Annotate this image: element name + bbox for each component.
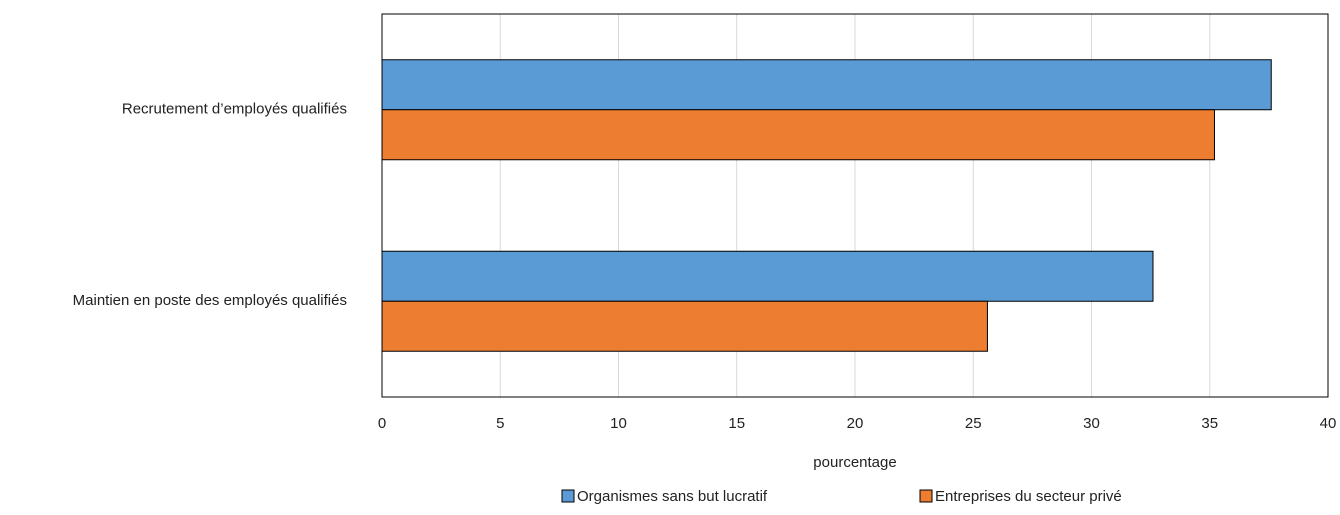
y-tick-label: Maintien en poste des employés qualifiés <box>73 292 347 309</box>
x-tick-label: 0 <box>378 415 386 432</box>
legend-label: Entreprises du secteur privé <box>935 488 1122 505</box>
plot-frame <box>381 13 1329 398</box>
bar <box>381 250 1154 302</box>
x-tick-label: 5 <box>496 415 504 432</box>
x-tick-label: 20 <box>847 415 864 432</box>
x-tick-label: 40 <box>1320 415 1337 432</box>
legend-label: Organismes sans but lucratif <box>577 488 768 505</box>
x-tick-label: 10 <box>610 415 627 432</box>
x-axis-label: pourcentage <box>813 454 896 471</box>
x-tick-label: 35 <box>1201 415 1218 432</box>
x-tick-label: 15 <box>728 415 745 432</box>
legend-swatch <box>919 489 933 503</box>
bar <box>381 109 1215 161</box>
y-tick-label: Recrutement d’employés qualifiés <box>122 101 347 118</box>
x-tick-label: 25 <box>965 415 982 432</box>
bar <box>381 59 1272 111</box>
x-tick-label: 30 <box>1083 415 1100 432</box>
legend-swatch <box>561 489 575 503</box>
bar <box>381 300 988 352</box>
